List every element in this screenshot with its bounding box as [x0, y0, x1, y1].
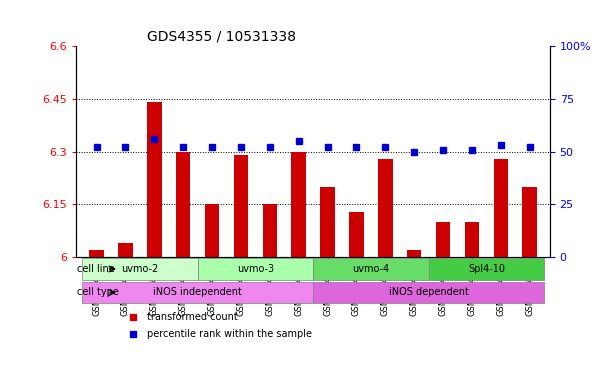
Text: iNOS dependent: iNOS dependent [389, 288, 469, 298]
Bar [176, 152, 191, 257]
Text: iNOS independent: iNOS independent [153, 288, 242, 298]
FancyBboxPatch shape [197, 258, 313, 280]
Bar [147, 103, 161, 257]
Text: uvmo-4: uvmo-4 [353, 264, 389, 274]
Text: transformed count: transformed count [147, 312, 238, 322]
Text: Spl4-10: Spl4-10 [468, 264, 505, 274]
Bar [407, 250, 422, 257]
Bar [291, 152, 306, 257]
Text: cell type: cell type [77, 288, 119, 298]
Bar [234, 155, 248, 257]
Bar [89, 250, 104, 257]
Bar [263, 204, 277, 257]
Bar [436, 222, 450, 257]
FancyBboxPatch shape [313, 258, 429, 280]
Text: GDS4355 / 10531338: GDS4355 / 10531338 [147, 30, 296, 43]
Text: uvmo-3: uvmo-3 [237, 264, 274, 274]
FancyBboxPatch shape [313, 282, 544, 303]
Text: percentile rank within the sample: percentile rank within the sample [147, 329, 312, 339]
Bar [205, 204, 219, 257]
Bar [465, 222, 479, 257]
Bar [494, 159, 508, 257]
FancyBboxPatch shape [82, 258, 197, 280]
Bar [119, 243, 133, 257]
Text: uvmo-2: uvmo-2 [121, 264, 158, 274]
Bar [349, 212, 364, 257]
FancyBboxPatch shape [429, 258, 544, 280]
FancyBboxPatch shape [82, 282, 313, 303]
Bar [378, 159, 392, 257]
Bar [522, 187, 537, 257]
Bar [320, 187, 335, 257]
Text: cell line: cell line [77, 264, 115, 274]
